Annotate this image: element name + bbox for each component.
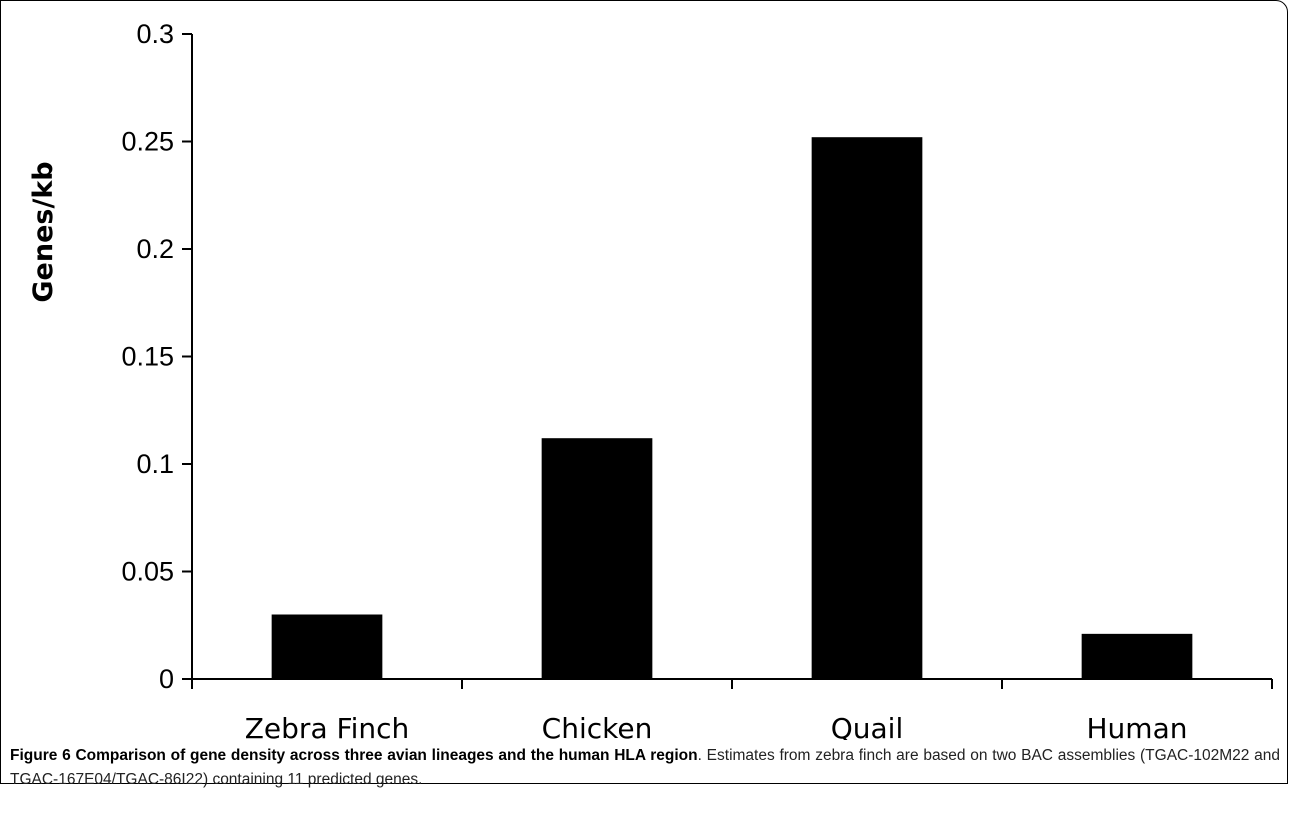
caption-text: . Estimates from zebra finch are based o…	[10, 747, 1280, 788]
x-axis: Zebra Finch Chicken Quail Human	[191, 678, 1273, 740]
y-tick-label: 0.15	[121, 342, 174, 372]
y-tick-label: 0.05	[121, 557, 174, 587]
x-tick-label: Zebra Finch	[245, 712, 410, 740]
y-tick-label: 0	[159, 664, 174, 694]
bar	[1081, 633, 1193, 679]
figure-caption: Figure 6 Comparison of gene density acro…	[10, 744, 1280, 792]
x-tick-label: Chicken	[542, 712, 653, 740]
caption-title: Figure 6 Comparison of gene density acro…	[10, 747, 698, 764]
bar	[811, 137, 923, 679]
x-tick-label: Human	[1087, 712, 1188, 740]
y-tick-label: 0.2	[136, 234, 174, 264]
y-tick-label: 0.25	[121, 127, 174, 157]
bar	[271, 614, 383, 679]
y-tick-label: 0.3	[136, 19, 174, 49]
bars	[271, 137, 1193, 679]
y-axis-title: Genes/kb	[28, 161, 59, 302]
y-axis: 0 0.05 0.1 0.15 0.2 0.25 0.3	[121, 19, 193, 694]
bar	[541, 438, 653, 679]
x-tick-label: Quail	[831, 712, 904, 740]
y-tick-label: 0.1	[136, 449, 174, 479]
bar-chart: 0 0.05 0.1 0.15 0.2 0.25 0.3 Zebra Finch Chicke…	[28, 19, 1273, 740]
